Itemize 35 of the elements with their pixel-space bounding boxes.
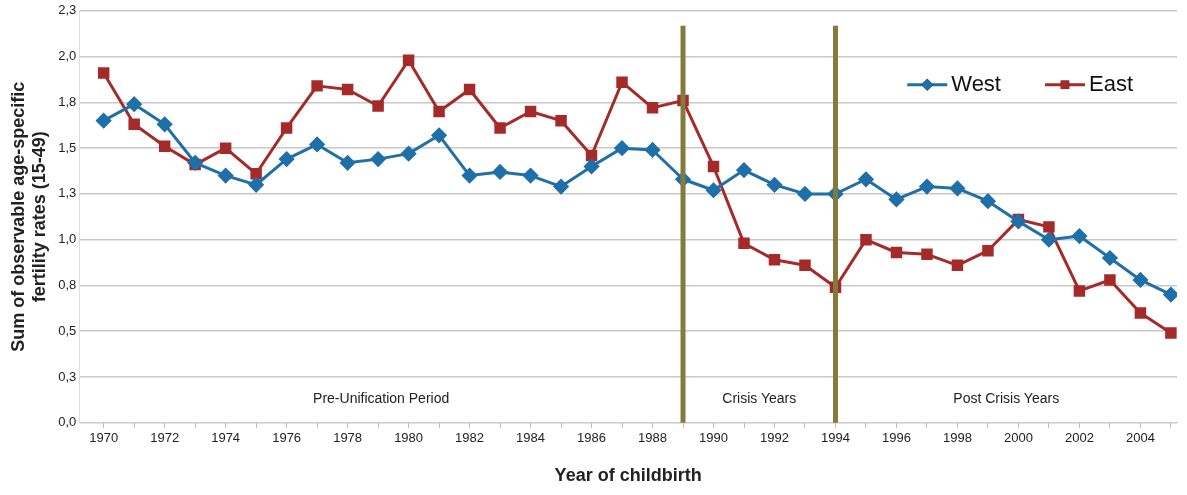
annotation: Pre-Unification Period — [313, 389, 450, 406]
y-tick-label: 2,0 — [58, 48, 77, 64]
x-tick-label: 1978 — [333, 430, 363, 446]
x-tick-label: 1988 — [638, 430, 667, 446]
x-tick-label: 1998 — [942, 430, 972, 446]
x-tick-label: 2000 — [1003, 430, 1033, 446]
x-tick-label: 1982 — [455, 430, 485, 446]
x-tick-label: 1970 — [89, 430, 119, 446]
x-tick-label: 2002 — [1064, 430, 1094, 446]
y-tick-label: 0,8 — [58, 277, 77, 293]
x-tick-label: 1986 — [577, 430, 607, 446]
legend-label: East — [1088, 70, 1134, 96]
y-tick-label: 1,3 — [58, 185, 77, 201]
y-tick-label: 2,3 — [58, 2, 77, 18]
x-tick-label: 1994 — [821, 430, 850, 446]
annotation: Post Crisis Years — [953, 389, 1060, 406]
y-tick-label: 1,5 — [58, 139, 77, 155]
y-axis-title: Sum of observable age-specific fertility rates (15-49) — [7, 81, 50, 352]
x-tick-label: 2004 — [1125, 430, 1155, 446]
x-axis-title: Year of childbirth — [554, 465, 702, 486]
y-tick-label: 1,0 — [58, 231, 77, 247]
y-tick-label: 0,3 — [58, 368, 77, 384]
x-tick-label: 1996 — [882, 430, 911, 446]
x-tick-label: 1972 — [150, 430, 180, 446]
x-tick-label: 1992 — [760, 430, 789, 446]
y-tick-label: 1,8 — [58, 93, 77, 109]
annotation: Crisis Years — [722, 389, 797, 406]
x-tick-label: 1980 — [394, 430, 424, 446]
y-tick-label: 0,0 — [58, 414, 77, 430]
x-tick-label: 1976 — [272, 430, 302, 446]
y-tick-label: 0,5 — [58, 322, 77, 338]
x-tick-label: 1974 — [211, 430, 241, 446]
x-tick-label: 1990 — [699, 430, 728, 446]
legend-label: West — [951, 70, 1001, 96]
x-tick-label: 1984 — [516, 430, 546, 446]
